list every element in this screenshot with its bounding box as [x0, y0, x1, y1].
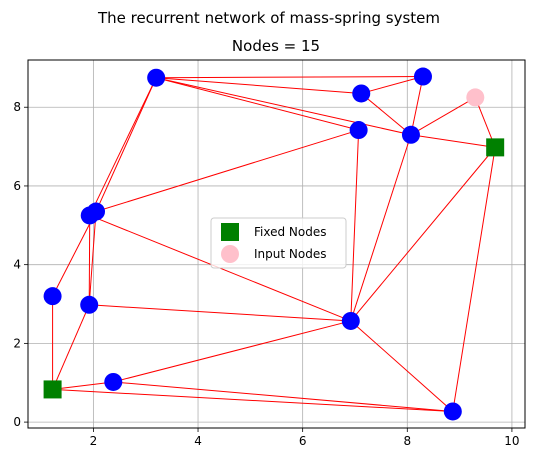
y-tick-label: 0	[13, 415, 21, 429]
node	[80, 206, 99, 225]
spring-edge	[452, 147, 496, 412]
fixed-node	[486, 138, 505, 157]
node	[401, 125, 420, 144]
spring-edge	[156, 77, 412, 136]
spring-edge	[88, 211, 97, 305]
nodes	[43, 67, 505, 421]
spring-edge	[350, 320, 454, 412]
spring-edge	[156, 77, 362, 94]
y-tick-label: 8	[13, 100, 21, 114]
x-tick-label: 6	[299, 434, 307, 448]
spring-edge	[52, 381, 114, 390]
y-tick-label: 6	[13, 179, 21, 193]
legend-label: Input Nodes	[254, 247, 326, 261]
chart-suptitle: The recurrent network of mass-spring sys…	[97, 9, 440, 27]
node	[341, 311, 360, 330]
spring-edge	[350, 134, 412, 322]
spring-edge	[52, 388, 453, 412]
spring-edge	[95, 77, 157, 212]
node	[349, 121, 368, 140]
fixed-node	[43, 380, 62, 399]
spring-edge	[361, 76, 424, 94]
spring-edge	[89, 77, 157, 216]
edges	[52, 76, 496, 412]
spring-edge	[95, 129, 359, 213]
spring-edge	[88, 215, 91, 305]
y-tick-label: 2	[13, 336, 21, 350]
node	[80, 295, 99, 314]
y-tick-label: 4	[13, 258, 21, 272]
node	[413, 67, 432, 86]
x-tick-label: 8	[403, 434, 411, 448]
spring-edge	[410, 134, 496, 148]
legend-input-marker	[221, 245, 239, 263]
x-tick-label: 10	[504, 434, 519, 448]
legend-fixed-marker	[221, 223, 239, 241]
node	[104, 372, 123, 391]
node	[352, 84, 371, 103]
spring-edge	[156, 76, 423, 79]
spring-edge	[52, 211, 97, 297]
grid	[28, 60, 525, 428]
x-tick-label: 2	[90, 434, 98, 448]
spring-edge	[410, 76, 424, 135]
spring-edge	[52, 304, 90, 390]
spring-edge	[113, 381, 453, 412]
chart-title: Nodes = 15	[232, 37, 320, 55]
node	[443, 402, 462, 421]
axis-ticks: 2 4 6 8 10 0 2 4 6 8	[13, 100, 519, 448]
plot-frame	[27, 59, 526, 429]
spring-edge	[360, 93, 412, 136]
node	[147, 68, 166, 87]
spring-edge	[350, 130, 360, 321]
spring-edge	[156, 77, 359, 131]
x-tick-label: 4	[194, 434, 202, 448]
legend-label: Fixed Nodes	[254, 225, 326, 239]
spring-edge	[89, 304, 351, 322]
spring-edge	[410, 96, 476, 136]
spring-edge	[113, 320, 351, 383]
legend: Fixed Nodes Input Nodes	[210, 217, 347, 269]
legend-box	[210, 217, 347, 269]
input-node	[466, 88, 485, 107]
node	[43, 287, 62, 306]
spring-edge	[350, 147, 496, 322]
